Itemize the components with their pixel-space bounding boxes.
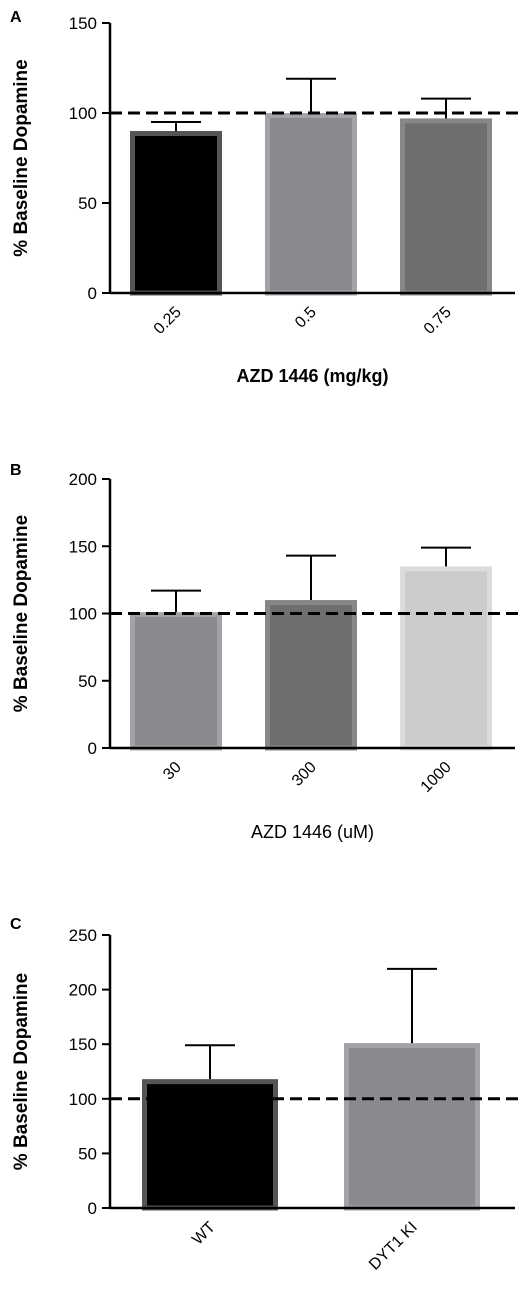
panel-label: B	[10, 462, 22, 479]
y-tick-label: 250	[69, 926, 97, 945]
bar-1	[265, 113, 357, 296]
x-tick-label: WT	[189, 1219, 219, 1249]
panel-label: C	[10, 916, 22, 933]
y-tick-label: 0	[88, 1199, 97, 1218]
bar-1	[265, 600, 357, 751]
x-tick-label: 30	[160, 759, 185, 784]
bar-0	[130, 612, 222, 751]
y-tick-label: 0	[88, 739, 97, 758]
chart-b-svg: B % Baseline Dopamine 30 300 1000 0 50 100 150 20…	[10, 462, 521, 842]
x-axis-title: AZD 1446 (mg/kg)	[236, 366, 388, 386]
chart-c-svg: C % Baseline Dopamine WT DYT1 KI 0 50 100 150 20…	[10, 916, 521, 1274]
bar-1	[344, 1043, 480, 1211]
chart-panel-b: B % Baseline Dopamine 30 300 1000 0 50 100 150 20…	[0, 460, 530, 860]
bar-2	[400, 566, 492, 751]
x-tick-label: 0.75	[421, 304, 455, 338]
y-tick-label: 150	[69, 537, 97, 556]
y-tick-label: 150	[69, 1035, 97, 1054]
y-tick-label: 0	[88, 284, 97, 303]
x-tick-label: 1000	[418, 759, 455, 796]
y-axis-title: % Baseline Dopamine	[11, 973, 32, 1170]
y-axis-title: % Baseline Dopamine	[11, 59, 32, 256]
chart-panel-a: A % Baseline Dopamine 0.25 0.5 0.75 0 50 100 150…	[0, 0, 530, 400]
y-tick-label: 50	[78, 672, 97, 691]
x-tick-label: 0.5	[292, 304, 320, 332]
y-tick-label: 150	[69, 14, 97, 33]
chart-a-svg: A % Baseline Dopamine 0.25 0.5 0.75 0 50 100 150…	[10, 9, 521, 386]
bar-0	[130, 131, 222, 296]
bar-2	[400, 118, 492, 296]
x-tick-label: 0.25	[151, 304, 185, 338]
bar-0	[142, 1079, 278, 1211]
y-axis-title: % Baseline Dopamine	[11, 515, 32, 712]
y-tick-label: 50	[78, 194, 97, 213]
y-tick-label: 100	[69, 104, 97, 123]
chart-panel-c: C % Baseline Dopamine WT DYT1 KI 0 50 100 150 20…	[0, 900, 530, 1300]
panel-label: A	[10, 9, 22, 26]
y-tick-label: 100	[69, 605, 97, 624]
x-axis-title: AZD 1446 (uM)	[251, 822, 374, 842]
y-tick-label: 200	[69, 981, 97, 1000]
y-tick-label: 200	[69, 470, 97, 489]
x-tick-label: 300	[289, 759, 320, 790]
y-tick-label: 100	[69, 1090, 97, 1109]
x-tick-label: DYT1 KI	[366, 1219, 421, 1274]
y-tick-label: 50	[78, 1144, 97, 1163]
